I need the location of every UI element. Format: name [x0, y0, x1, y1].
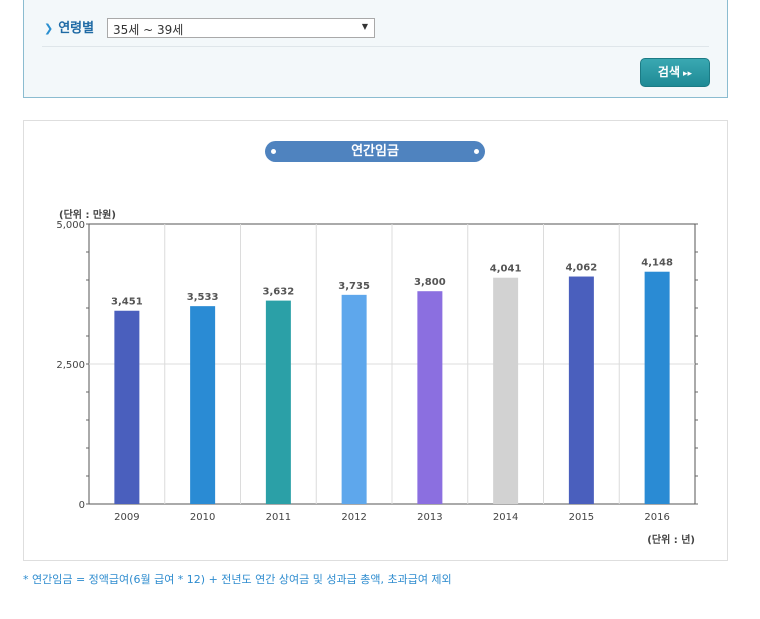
bar-value-label: 4,148: [641, 258, 673, 269]
bar-value-label: 3,800: [414, 277, 446, 288]
title-dot-left: [271, 149, 276, 154]
x-tick-label: 2016: [644, 512, 669, 523]
y-tick-label: 0: [79, 500, 85, 511]
bar: [341, 294, 367, 504]
x-tick-label: 2015: [569, 512, 594, 523]
y-unit-label: (단위 : 만원): [59, 208, 116, 221]
y-tick-label: 2,500: [56, 360, 85, 371]
x-tick-label: 2010: [190, 512, 215, 523]
bar-value-label: 4,041: [490, 264, 522, 275]
bar: [493, 277, 519, 504]
age-filter-label-text: 연령별: [58, 21, 95, 36]
footnote: * 연간임금 = 정액급여(6월 급여 * 12) + 전년도 연간 상여금 및…: [23, 573, 452, 586]
bar-value-label: 3,735: [338, 281, 370, 292]
double-chevron-icon: ▸▸: [683, 69, 693, 79]
bar: [644, 271, 670, 504]
bar: [417, 291, 443, 504]
x-tick-label: 2014: [493, 512, 518, 523]
x-tick-label: 2012: [341, 512, 366, 523]
chart-title-pill: 연간임금: [265, 141, 485, 162]
bar-value-label: 3,632: [263, 287, 295, 298]
search-button-label: 검색: [657, 65, 681, 79]
dropdown-arrow-icon: ▼: [361, 22, 368, 31]
bar: [114, 310, 140, 504]
bar: [265, 300, 291, 504]
x-tick-label: 2011: [266, 512, 291, 523]
bar-value-label: 3,533: [187, 292, 219, 303]
filter-panel: ❯ 연령별 35세 ~ 39세 ▼ 검색 ▸▸: [23, 0, 728, 98]
bar-value-label: 3,451: [111, 297, 143, 308]
y-tick-label: 5,000: [56, 220, 85, 231]
age-filter-label: ❯ 연령별: [44, 17, 94, 36]
x-tick-label: 2013: [417, 512, 442, 523]
bar: [568, 276, 594, 504]
age-select[interactable]: 35세 ~ 39세 ▼: [107, 18, 375, 38]
bar: [190, 306, 216, 504]
age-select-value: 35세 ~ 39세: [113, 23, 184, 37]
divider: [42, 46, 709, 47]
search-button[interactable]: 검색 ▸▸: [640, 58, 710, 87]
chevron-right-icon: ❯: [44, 22, 54, 35]
bar-value-label: 4,062: [566, 263, 598, 274]
x-tick-label: 2009: [114, 512, 139, 523]
title-dot-right: [474, 149, 479, 154]
chart-title: 연간임금: [351, 144, 399, 159]
x-unit-label: (단위 : 년): [647, 533, 695, 546]
